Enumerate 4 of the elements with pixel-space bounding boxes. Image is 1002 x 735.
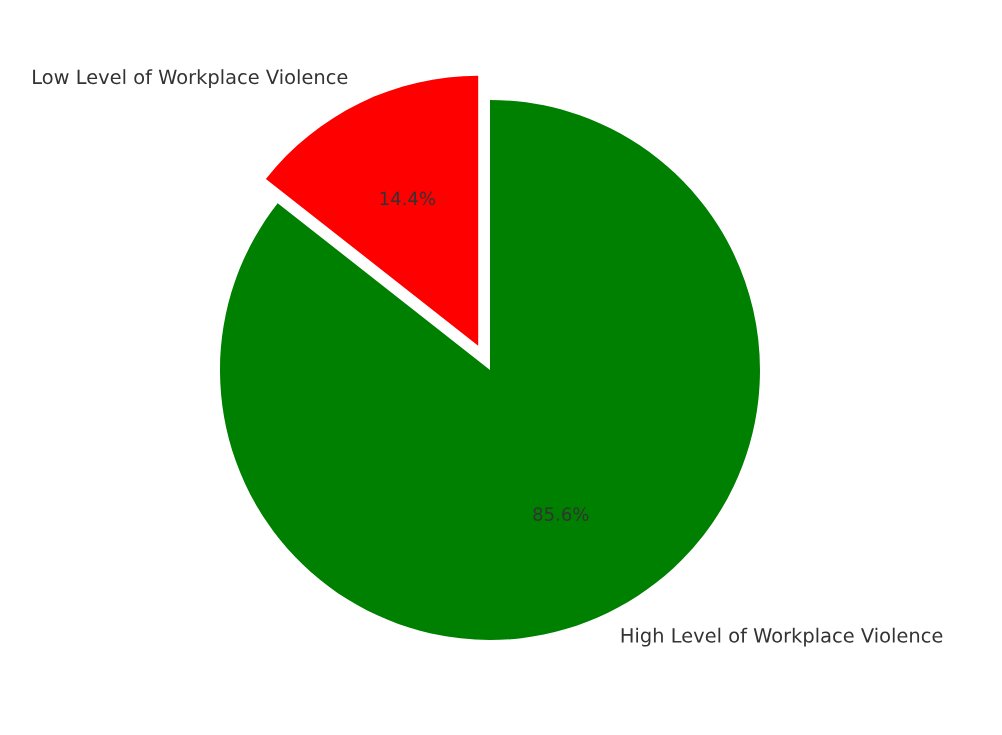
slice-label: High Level of Workplace Violence	[621, 627, 943, 647]
data-label: 14.4%	[380, 191, 436, 206]
slice-label: Low Level of Workplace Violence	[33, 69, 348, 88]
data-label: 85.6%	[533, 507, 589, 521]
